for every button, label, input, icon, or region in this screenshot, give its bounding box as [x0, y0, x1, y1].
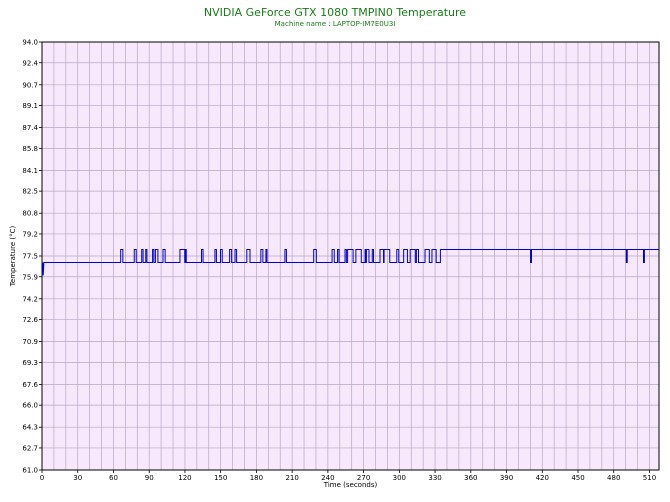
y-tick-label: 72.6 [22, 316, 38, 324]
x-tick-label: 420 [536, 474, 549, 482]
y-tick-label: 89.1 [22, 102, 38, 110]
x-tick-label: 390 [500, 474, 513, 482]
y-tick-label: 82.5 [22, 188, 38, 196]
x-tick-label: 240 [321, 474, 334, 482]
y-tick-label: 67.6 [22, 381, 38, 389]
y-tick-label: 90.7 [22, 81, 38, 89]
chart-title: NVIDIA GeForce GTX 1080 TMPIN0 Temperatu… [203, 6, 467, 19]
x-tick-label: 0 [40, 474, 44, 482]
x-tick-label: 450 [571, 474, 584, 482]
y-tick-label: 70.9 [22, 338, 38, 346]
y-tick-label: 69.3 [22, 359, 38, 367]
y-tick-label: 87.4 [22, 124, 38, 132]
y-axis-label: Temperature (°C) [9, 226, 17, 288]
chart-subtitle: Machine name : LAPTOP-IM7E0U3I [274, 20, 396, 28]
y-tick-label: 80.8 [22, 210, 38, 218]
x-tick-label: 360 [464, 474, 477, 482]
x-tick-label: 120 [178, 474, 191, 482]
x-tick-label: 300 [393, 474, 406, 482]
x-tick-label: 270 [357, 474, 370, 482]
x-axis-label: Time (seconds) [323, 481, 378, 489]
y-tick-label: 77.5 [22, 253, 38, 261]
x-tick-label: 30 [73, 474, 82, 482]
series-line [41, 249, 659, 276]
y-tick-label: 92.4 [22, 59, 38, 67]
y-tick-label: 62.7 [22, 444, 38, 452]
x-tick-label: 60 [109, 474, 118, 482]
y-tick-label: 84.1 [22, 167, 38, 175]
x-tick-label: 510 [643, 474, 656, 482]
y-tick-label: 66.0 [22, 402, 38, 410]
y-tick-label: 74.2 [22, 295, 38, 303]
x-tick-label: 330 [428, 474, 441, 482]
x-tick-label: 480 [607, 474, 620, 482]
y-tick-label: 61.0 [22, 467, 38, 475]
x-tick-label: 210 [285, 474, 298, 482]
y-tick-label: 75.9 [22, 273, 38, 281]
x-tick-label: 90 [145, 474, 154, 482]
y-tick-label: 94.0 [22, 39, 38, 47]
x-tick-label: 150 [214, 474, 227, 482]
x-tick-label: 180 [250, 474, 263, 482]
y-tick-label: 85.8 [22, 145, 38, 153]
y-tick-label: 64.3 [22, 424, 38, 432]
y-tick-label: 79.2 [22, 230, 38, 238]
